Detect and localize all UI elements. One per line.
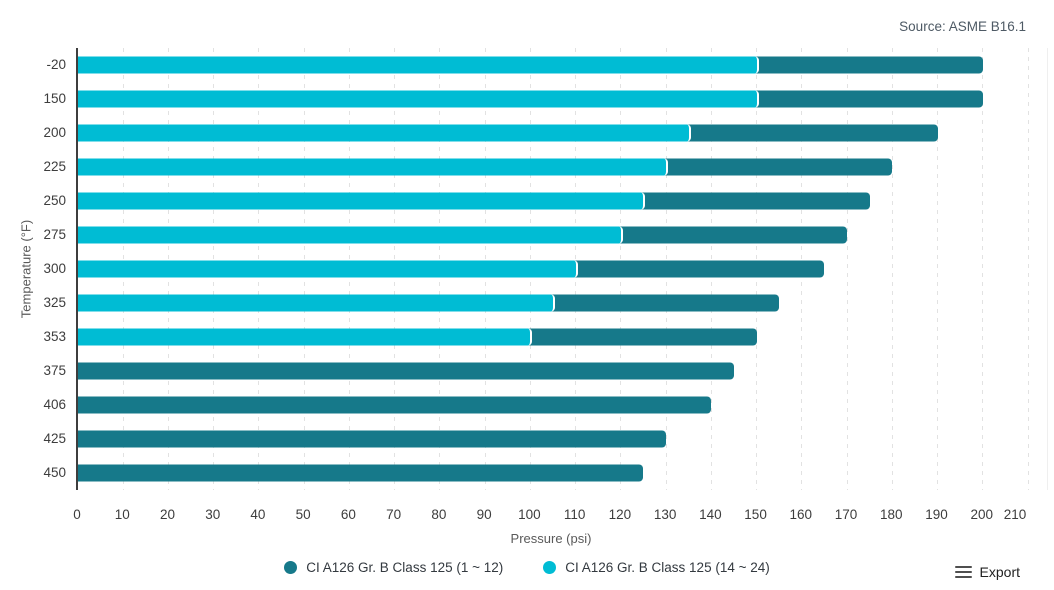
bar-series2-353[interactable]	[78, 328, 533, 346]
export-label: Export	[979, 563, 1020, 580]
y-tick-label-406: 406	[43, 397, 66, 412]
legend-marker-icon	[543, 561, 557, 574]
y-axis-labels: -20 150 200 225 250 275 300 325 353 375 406 425 450	[0, 48, 66, 490]
legend-label: CI A126 Gr. B Class 125 (14 ~ 24)	[565, 560, 770, 575]
x-tick-label-210: 210	[1003, 507, 1027, 522]
bar-row--20	[78, 48, 1047, 82]
y-tick-label-375: 375	[43, 363, 66, 378]
x-tick-label-70: 70	[386, 507, 402, 522]
y-tick-label-150: 150	[43, 91, 66, 106]
bar-series2--20[interactable]	[78, 56, 759, 74]
x-tick-label-90: 90	[476, 507, 492, 522]
x-tick-label-80: 80	[431, 507, 447, 522]
legend-item-2[interactable]: CI A126 Gr. B Class 125 (14 ~ 24)	[543, 560, 770, 575]
x-tick-label-30: 30	[205, 507, 221, 522]
bar-row-325	[78, 286, 1047, 320]
gridline-200	[982, 48, 984, 490]
x-tick-label-180: 180	[880, 507, 903, 522]
bar-series2-325[interactable]	[78, 294, 555, 312]
bar-row-375	[78, 354, 1047, 388]
x-tick-label-130: 130	[653, 507, 677, 522]
bar-series1-406[interactable]	[78, 396, 712, 414]
x-tick-label-50: 50	[295, 507, 311, 522]
x-axis-title: Pressure (psi)	[510, 531, 592, 546]
x-tick-label-40: 40	[250, 507, 266, 522]
x-tick-label-190: 190	[925, 507, 948, 522]
x-tick-label-20: 20	[159, 507, 175, 522]
x-tick-label-120: 120	[608, 507, 632, 522]
y-tick-label-450: 450	[43, 465, 66, 480]
x-tick-label-150: 150	[744, 507, 767, 522]
x-tick-label-200: 200	[970, 507, 994, 522]
bar-row-200	[78, 116, 1047, 150]
y-tick-label-325: 325	[43, 295, 66, 310]
gridline-170	[846, 48, 848, 490]
y-tick-label-250: 250	[43, 193, 66, 208]
plot-area	[76, 48, 1048, 490]
x-tick-label-100: 100	[518, 507, 541, 522]
x-tick-label-110: 110	[563, 507, 586, 522]
x-tick-label-160: 160	[789, 507, 813, 522]
y-tick-label-425: 425	[43, 431, 66, 446]
y-tick-label-300: 300	[43, 261, 66, 276]
bar-series2-300[interactable]	[78, 260, 578, 278]
x-tick-label-10: 10	[114, 507, 130, 522]
x-tick-label-140: 140	[699, 507, 722, 522]
bar-series2-225[interactable]	[78, 158, 669, 176]
bar-series1-375[interactable]	[78, 362, 734, 380]
legend-label: CI A126 Gr. B Class 125 (1 ~ 12)	[306, 560, 504, 575]
bar-row-353	[78, 320, 1047, 354]
bar-series1-450[interactable]	[78, 464, 644, 482]
legend-item-1[interactable]: CI A126 Gr. B Class 125 (1 ~ 12)	[284, 560, 503, 575]
x-tick-label-0: 0	[73, 507, 81, 522]
y-tick-label-200: 200	[43, 125, 66, 140]
y-tick-label-225: 225	[43, 159, 66, 174]
bar-series2-275[interactable]	[78, 226, 623, 244]
gridline-210	[1027, 48, 1029, 490]
y-tick-label-353: 353	[43, 329, 66, 344]
x-tick-label-60: 60	[340, 507, 356, 522]
bar-series2-150[interactable]	[78, 90, 759, 108]
bar-row-275	[78, 218, 1047, 252]
bar-row-406	[78, 388, 1047, 422]
x-axis-ticks: 0 10 20 30 40 50 60 70 80 90 100 110 120 130 140 150 160…	[73, 507, 1027, 525]
export-button[interactable]: Export	[951, 561, 1024, 583]
gridline-180	[891, 48, 893, 490]
bar-series2-200[interactable]	[78, 124, 691, 142]
bar-row-450	[78, 456, 1047, 490]
legend-marker-icon	[284, 561, 298, 574]
y-tick-label--20: -20	[46, 57, 66, 72]
bar-series2-250[interactable]	[78, 192, 646, 210]
x-tick-label-170: 170	[834, 507, 858, 522]
bar-row-300	[78, 252, 1047, 286]
bar-row-150	[78, 82, 1047, 116]
gridline-190	[937, 48, 939, 490]
bar-row-425	[78, 422, 1047, 456]
legend: CI A126 Gr. B Class 125 (1 ~ 12) CI A126 …	[0, 560, 1054, 575]
source-note: Source: ASME B16.1	[899, 19, 1026, 34]
menu-icon	[954, 563, 972, 581]
bar-row-250	[78, 184, 1047, 218]
bar-series1-425[interactable]	[78, 430, 667, 448]
y-tick-label-275: 275	[43, 227, 66, 242]
bar-row-225	[78, 150, 1047, 184]
